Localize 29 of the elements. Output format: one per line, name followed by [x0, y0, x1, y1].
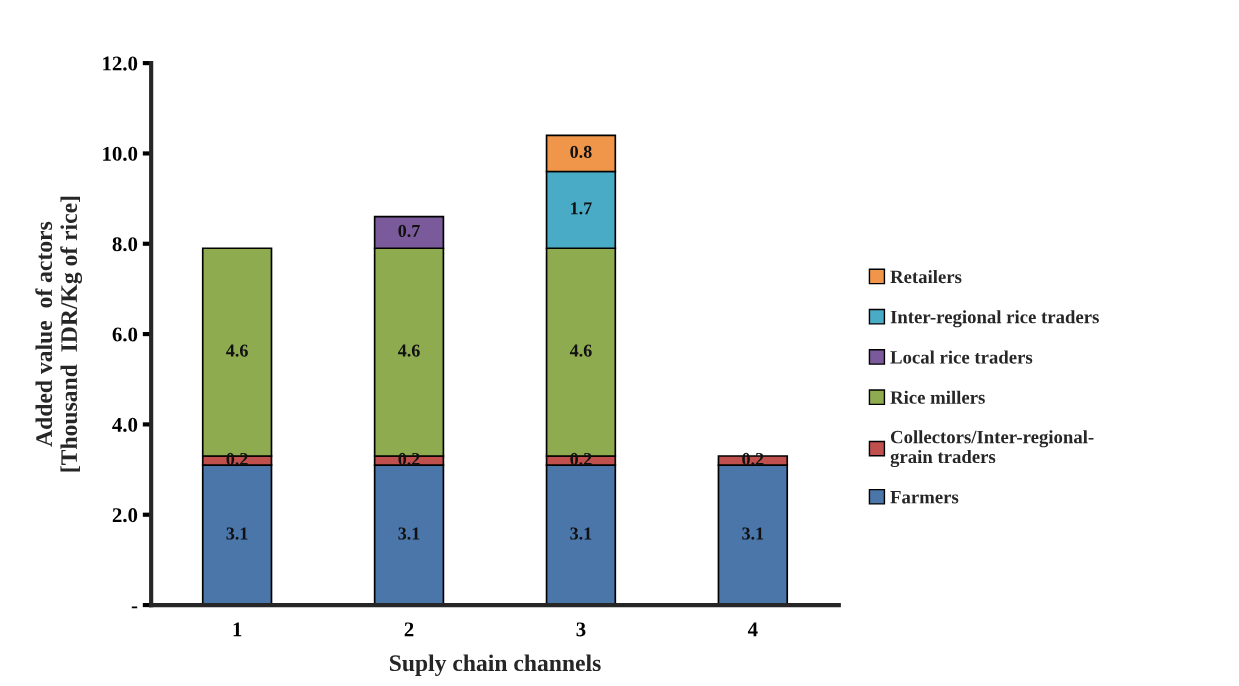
legend-label: Rice millers — [890, 390, 985, 404]
data-label: 1.7 — [571, 202, 592, 215]
legend-label: Collectors/Inter-regional- grain traders — [890, 430, 1094, 468]
y-tick-label: 12.0 — [103, 56, 138, 71]
y-axis-title: Added value of actors [Thousand IDR/Kg of rice] — [35, 196, 83, 472]
data-label: 3.1 — [398, 527, 420, 540]
x-axis-title: Suply chain channels — [389, 654, 601, 676]
legend-label: Farmers — [890, 490, 959, 504]
data-label: 4.6 — [569, 344, 592, 357]
x-tick-label: 4 — [747, 622, 758, 637]
data-label: 0.8 — [570, 145, 592, 159]
data-label: 3.1 — [742, 527, 764, 540]
data-label: 4.6 — [397, 344, 420, 357]
x-tick-label: 3 — [576, 622, 586, 637]
data-label: 0.7 — [398, 224, 420, 238]
y-tick-label: 10.0 — [103, 146, 138, 161]
data-label: 3.1 — [570, 527, 592, 540]
legend-label: Local rice traders — [890, 350, 1033, 364]
y-tick-label: 4.0 — [112, 417, 138, 432]
x-tick-label: 1 — [233, 622, 242, 637]
y-tick-label: 2.0 — [112, 508, 138, 523]
x-tick-label: 2 — [404, 622, 414, 637]
data-label: 3.1 — [226, 527, 248, 540]
y-tick-label: 6.0 — [112, 327, 138, 342]
data-label: 4.6 — [226, 344, 248, 357]
legend-label: Retailers — [890, 269, 962, 284]
y-tick-label: 8.0 — [112, 237, 138, 252]
legend-label: Inter-regional rice traders — [890, 310, 1099, 328]
y-tick-label: - — [131, 606, 138, 609]
